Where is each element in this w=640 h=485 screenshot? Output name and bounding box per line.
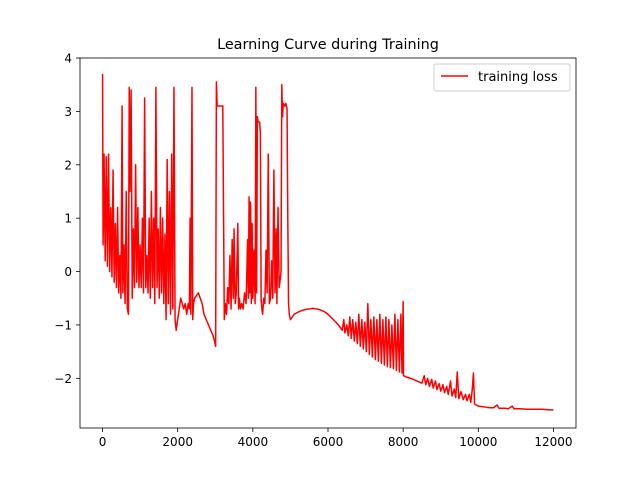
legend-box bbox=[433, 63, 571, 92]
y-tick-label: 2 bbox=[64, 158, 72, 172]
x-tick-label: 10000 bbox=[459, 435, 497, 449]
x-axis: 0 2000 4000 6000 8000 10000 12000 bbox=[99, 428, 573, 449]
series-line-training-loss bbox=[101, 74, 554, 411]
x-tick-label: 8000 bbox=[388, 435, 419, 449]
legend: training loss bbox=[433, 63, 571, 92]
y-axis: −2 −1 0 1 2 3 4 bbox=[54, 52, 80, 386]
x-tick-label: 2000 bbox=[162, 435, 193, 449]
chart-title: Learning Curve during Training bbox=[217, 37, 439, 53]
y-tick-label: −2 bbox=[54, 372, 72, 386]
legend-label-training-loss: training loss bbox=[478, 70, 558, 85]
x-tick-label: 4000 bbox=[238, 435, 269, 449]
plot-area bbox=[101, 74, 554, 411]
y-tick-label: 3 bbox=[64, 105, 72, 119]
y-tick-label: −1 bbox=[54, 318, 72, 332]
x-tick-label: 6000 bbox=[313, 435, 344, 449]
x-tick-label: 0 bbox=[99, 435, 107, 449]
y-tick-label: 4 bbox=[64, 52, 72, 66]
y-tick-label: 0 bbox=[64, 265, 72, 279]
x-tick-label: 12000 bbox=[534, 435, 572, 449]
y-tick-label: 1 bbox=[64, 212, 72, 226]
